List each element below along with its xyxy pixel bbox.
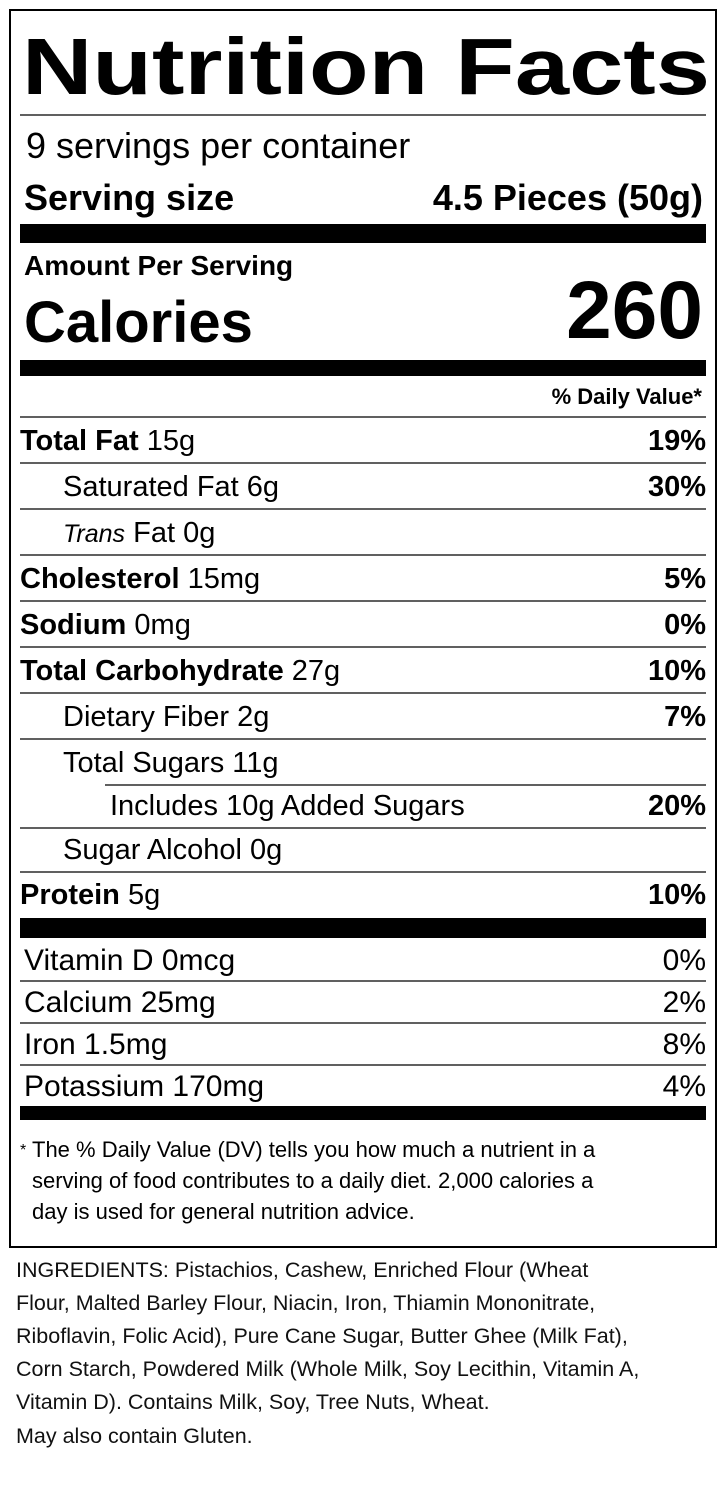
nutrient-name: Includes 10g Added Sugars [110, 790, 465, 822]
nutrient-name: Dietary Fiber [63, 701, 229, 733]
nutrient-name: Protein [20, 879, 120, 911]
amount-per-serving: Amount Per Serving [24, 250, 293, 281]
thick-bar [20, 918, 706, 938]
nutrient-amount: 2g [237, 701, 269, 733]
daily-value-header: % Daily Value* [552, 384, 703, 409]
nutrient: Sodium 0mg [20, 609, 191, 641]
label-border [9, 9, 717, 1248]
nutrient-name: Total Fat [20, 425, 139, 457]
nutrient: Saturated Fat 6g [63, 471, 279, 503]
vitamin-dv: 4% [663, 1070, 706, 1103]
nutrient-amount: 5g [128, 879, 160, 911]
vitamin-dv: 0% [663, 944, 706, 977]
nutrient-dv: 19% [648, 425, 706, 457]
nutrient-amount: 15g [147, 425, 195, 457]
calories-label: Calories [24, 290, 253, 355]
nutrient-amount: 0g [250, 834, 282, 866]
ingredients-line: Riboflavin, Folic Acid), Pure Cane Sugar… [16, 1324, 628, 1348]
nutrient-amount: 11g [232, 747, 278, 779]
nutrient: Sugar Alcohol 0g [63, 834, 282, 866]
nutrient: Dietary Fiber 2g [63, 701, 269, 733]
ingredients-line: Corn Starch, Powdered Milk (Whole Milk, … [16, 1357, 639, 1381]
ingredients-line: Vitamin D). Contains Milk, Soy, Tree Nut… [16, 1390, 490, 1414]
nutrient-dv: 10% [648, 655, 706, 687]
nutrient-amount: 27g [292, 655, 340, 687]
vitamin-dv: 8% [663, 1028, 706, 1061]
serving-size-value: 4.5 Pieces (50g) [433, 177, 703, 218]
thick-bar [20, 224, 706, 243]
nutrient: Trans Fat 0g [63, 517, 215, 549]
nutrient-dv: 30% [648, 471, 706, 503]
nutrient-dv: 0% [664, 609, 706, 641]
ingredients-line: Flour, Malted Barley Flour, Niacin, Iron… [16, 1291, 595, 1315]
serving-size-label: Serving size [24, 177, 234, 218]
nutrient: Protein 5g [20, 879, 160, 911]
vitamin-name: Iron 1.5mg [24, 1028, 167, 1061]
nutrient-name: Total Sugars [63, 747, 224, 779]
nutrient-amount: 15mg [188, 563, 261, 595]
servings: 9 servings per container [26, 125, 410, 166]
vitamin-dv: 2% [663, 986, 706, 1019]
title: Nutrition Facts [22, 22, 710, 111]
ingredients-line: May also contain Gluten. [16, 1424, 253, 1448]
nutrient: Total Fat 15g [20, 425, 195, 457]
thick-bar [20, 360, 706, 376]
nutrient-name: Sodium [20, 609, 126, 641]
footnote-line: day is used for general nutrition advice… [32, 1199, 415, 1224]
calories-value: 260 [566, 265, 703, 356]
nutrient-dv: 10% [648, 879, 706, 911]
nutrient: Total Carbohydrate 27g [20, 655, 340, 687]
nutrient-name: Trans [63, 520, 125, 548]
nutrient-name: Saturated Fat [63, 471, 239, 503]
thick-bar [20, 1106, 706, 1120]
nutrient: Cholesterol 15mg [20, 563, 260, 595]
nutrient-name: Total Carbohydrate [20, 655, 284, 687]
nutrient: Total Sugars 11g [63, 747, 279, 779]
nutrient-amount: Fat 0g [133, 517, 215, 549]
nutrient-amount: 6g [247, 471, 279, 503]
nutrient-dv: 5% [664, 563, 706, 595]
nutrient-dv: 7% [664, 701, 706, 733]
footnote-line: The % Daily Value (DV) tells you how muc… [32, 1137, 596, 1162]
footnote-line: serving of food contributes to a daily d… [32, 1168, 594, 1193]
vitamin-name: Potassium 170mg [24, 1070, 264, 1103]
footnote-marker: * [20, 1142, 26, 1159]
nutrient-name: Sugar Alcohol [63, 834, 242, 866]
ingredients-line: INGREDIENTS: Pistachios, Cashew, Enriche… [16, 1258, 588, 1282]
vitamin-name: Calcium 25mg [24, 986, 216, 1019]
nutrient-amount: 0mg [134, 609, 190, 641]
nutrient-name: Cholesterol [20, 563, 180, 595]
nutrient-dv: 20% [648, 790, 706, 822]
vitamin-name: Vitamin D 0mcg [24, 944, 235, 977]
